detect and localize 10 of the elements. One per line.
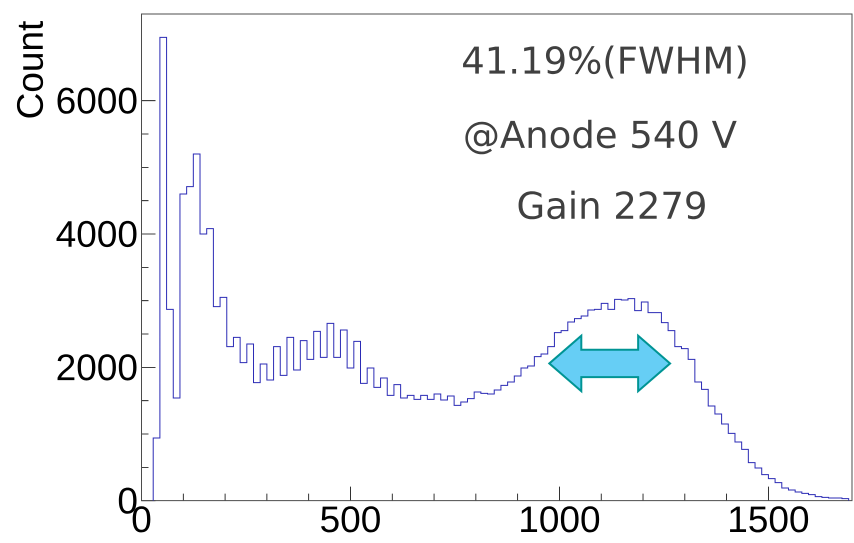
x-tick-label: 500: [321, 506, 380, 532]
annotation: @Anode 540 V: [465, 120, 737, 154]
annotation: Gain 2279: [518, 190, 705, 220]
y-tick-label: 4000: [56, 220, 137, 248]
y-tick-label: 6000: [58, 88, 137, 114]
x-tick-label: 1000: [521, 506, 600, 532]
x-tick-label: 1500: [730, 506, 808, 532]
annotation: 41.19%(FWHM): [463, 46, 746, 78]
y-axis-title: Count: [16, 20, 44, 118]
y-tick-label: 2000: [58, 354, 137, 380]
